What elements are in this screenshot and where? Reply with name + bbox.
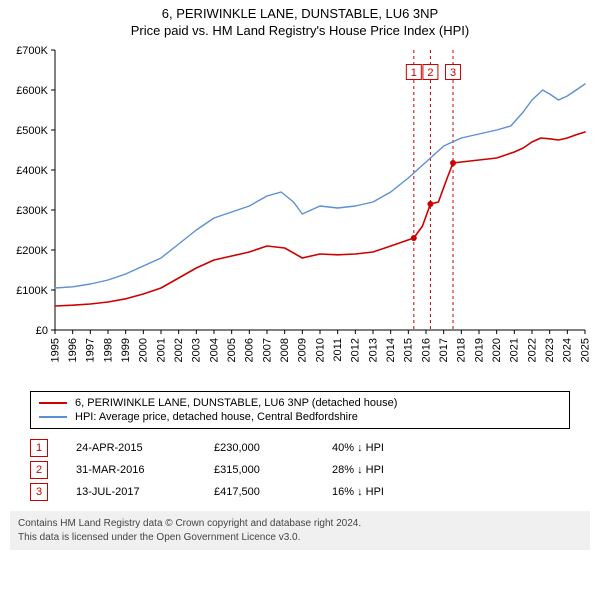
svg-text:2018: 2018 <box>456 338 468 362</box>
svg-text:2013: 2013 <box>367 338 379 362</box>
sale-price: £417,500 <box>214 486 304 498</box>
svg-text:1997: 1997 <box>85 338 97 362</box>
svg-text:2002: 2002 <box>173 338 185 362</box>
svg-text:2004: 2004 <box>208 338 220 362</box>
svg-text:£500K: £500K <box>16 125 48 137</box>
title-address: 6, PERIWINKLE LANE, DUNSTABLE, LU6 3NP <box>0 6 600 21</box>
svg-text:£100K: £100K <box>16 285 48 297</box>
svg-text:2022: 2022 <box>526 338 538 362</box>
footer-line: This data is licensed under the Open Gov… <box>18 531 582 545</box>
svg-text:£700K: £700K <box>16 45 48 57</box>
sale-hpi-diff: 28% ↓ HPI <box>332 464 432 476</box>
svg-text:2008: 2008 <box>279 338 291 362</box>
svg-text:2009: 2009 <box>297 338 309 362</box>
sale-date: 13-JUL-2017 <box>76 486 186 498</box>
svg-text:£600K: £600K <box>16 85 48 97</box>
svg-text:2005: 2005 <box>226 338 238 362</box>
svg-text:2023: 2023 <box>544 338 556 362</box>
attribution-footer: Contains HM Land Registry data © Crown c… <box>10 511 590 550</box>
sale-price: £315,000 <box>214 464 304 476</box>
svg-text:2007: 2007 <box>261 338 273 362</box>
svg-text:£400K: £400K <box>16 165 48 177</box>
legend-item: 6, PERIWINKLE LANE, DUNSTABLE, LU6 3NP (… <box>39 396 561 410</box>
sales-table: 1 24-APR-2015 £230,000 40% ↓ HPI 2 31-MA… <box>30 437 570 503</box>
svg-text:1998: 1998 <box>102 338 114 362</box>
svg-text:2020: 2020 <box>491 338 503 362</box>
legend-label: 6, PERIWINKLE LANE, DUNSTABLE, LU6 3NP (… <box>75 397 397 409</box>
svg-text:1: 1 <box>411 67 417 79</box>
legend-swatch <box>39 402 67 404</box>
chart: £0 £100K £200K £300K £400K £500K £600K £700K 199… <box>0 40 600 385</box>
legend-label: HPI: Average price, detached house, Cent… <box>75 411 358 423</box>
chart-svg: £0 £100K £200K £300K £400K £500K £600K £700K 199… <box>0 40 600 380</box>
svg-text:3: 3 <box>450 67 456 79</box>
sale-marker-box: 2 <box>30 461 48 479</box>
chart-titles: 6, PERIWINKLE LANE, DUNSTABLE, LU6 3NP P… <box>0 0 600 40</box>
legend-swatch <box>39 416 67 418</box>
table-row: 1 24-APR-2015 £230,000 40% ↓ HPI <box>30 437 570 459</box>
sale-marker-box: 3 <box>30 483 48 501</box>
svg-text:£200K: £200K <box>16 245 48 257</box>
page: 6, PERIWINKLE LANE, DUNSTABLE, LU6 3NP P… <box>0 0 600 550</box>
table-row: 3 13-JUL-2017 £417,500 16% ↓ HPI <box>30 481 570 503</box>
svg-text:2010: 2010 <box>314 338 326 362</box>
title-subtitle: Price paid vs. HM Land Registry's House … <box>0 23 600 38</box>
table-row: 2 31-MAR-2016 £315,000 28% ↓ HPI <box>30 459 570 481</box>
svg-text:2003: 2003 <box>191 338 203 362</box>
svg-text:1999: 1999 <box>120 338 132 362</box>
svg-text:2011: 2011 <box>332 338 344 362</box>
sale-hpi-diff: 40% ↓ HPI <box>332 442 432 454</box>
svg-text:2: 2 <box>427 67 433 79</box>
svg-text:2006: 2006 <box>244 338 256 362</box>
legend: 6, PERIWINKLE LANE, DUNSTABLE, LU6 3NP (… <box>30 391 570 429</box>
svg-text:2000: 2000 <box>138 338 150 362</box>
footer-line: Contains HM Land Registry data © Crown c… <box>18 517 582 531</box>
sale-date: 31-MAR-2016 <box>76 464 186 476</box>
svg-text:2016: 2016 <box>420 338 432 362</box>
svg-text:1996: 1996 <box>67 338 79 362</box>
svg-text:£0: £0 <box>36 325 48 337</box>
svg-text:2017: 2017 <box>438 338 450 362</box>
svg-text:1995: 1995 <box>49 338 61 362</box>
svg-text:2025: 2025 <box>579 338 591 362</box>
legend-item: HPI: Average price, detached house, Cent… <box>39 410 561 424</box>
sale-marker-box: 1 <box>30 439 48 457</box>
svg-text:2024: 2024 <box>562 338 574 362</box>
svg-text:2014: 2014 <box>385 338 397 362</box>
svg-text:2001: 2001 <box>155 338 167 362</box>
sale-date: 24-APR-2015 <box>76 442 186 454</box>
svg-text:2012: 2012 <box>350 338 362 362</box>
svg-text:£300K: £300K <box>16 205 48 217</box>
svg-text:2021: 2021 <box>509 338 521 362</box>
sale-price: £230,000 <box>214 442 304 454</box>
svg-text:2015: 2015 <box>403 338 415 362</box>
svg-text:2019: 2019 <box>473 338 485 362</box>
sale-hpi-diff: 16% ↓ HPI <box>332 486 432 498</box>
